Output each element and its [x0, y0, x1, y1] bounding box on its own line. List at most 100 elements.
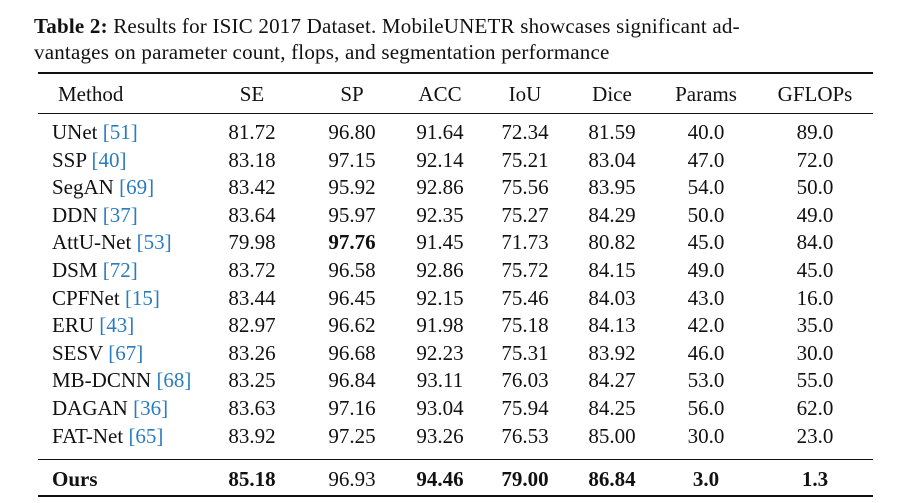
value-cell: 96.45: [328, 285, 376, 310]
value-cell: 84.25: [588, 396, 636, 420]
value-cell: 84.03: [588, 285, 636, 310]
value-cell: 85.18: [228, 467, 276, 491]
method-name: AttU-Net: [52, 230, 132, 255]
citation: [43]: [99, 313, 135, 338]
value-cell: 83.92: [228, 423, 276, 448]
value-cell: 82.97: [228, 313, 276, 338]
value-cell: 75.27: [501, 202, 549, 227]
value-cell: 79.98: [228, 230, 276, 255]
value-cell: 53.0: [687, 368, 725, 393]
bottom-rule: [38, 495, 873, 497]
method-name: SESV: [52, 340, 103, 365]
value-cell: 45.0: [796, 258, 834, 282]
value-cell: 75.72: [501, 258, 549, 282]
value-cell: 92.14: [416, 147, 464, 172]
value-cell: 91.64: [416, 120, 464, 144]
value-cell: 75.46: [501, 285, 549, 310]
value-cell: 16.0: [796, 285, 834, 310]
value-cell: 92.86: [416, 175, 464, 200]
mid-rule: [38, 113, 873, 114]
header-cell: GFLOPs: [777, 82, 853, 106]
method-name: UNet: [52, 120, 98, 144]
caption-text: Results for ISIC 2017 Dataset. MobileUNE…: [113, 14, 740, 38]
citation: [40]: [91, 147, 127, 172]
value-cell: 42.0: [687, 313, 725, 338]
value-cell: 3.0: [692, 467, 720, 491]
value-cell: 83.64: [228, 202, 276, 227]
caption-line: vantages on parameter count, flops, and …: [34, 40, 610, 64]
method-cell: UNet [51]: [52, 120, 138, 145]
header-cell: Method: [58, 82, 124, 106]
method-cell: MB-DCNN [68]: [52, 368, 191, 393]
value-cell: 84.27: [588, 368, 636, 393]
citation: [51]: [102, 120, 138, 144]
method-name: FAT-Net: [52, 423, 124, 448]
value-cell: 80.82: [588, 230, 636, 255]
value-cell: 49.0: [687, 258, 725, 282]
method-name: DAGAN: [52, 396, 128, 420]
value-cell: 96.80: [328, 120, 376, 144]
value-cell: 75.94: [501, 396, 549, 420]
header-cell: SP: [340, 82, 364, 106]
value-cell: 76.03: [501, 368, 549, 393]
method-cell: AttU-Net [53]: [52, 230, 172, 255]
method-cell: FAT-Net [65]: [52, 424, 163, 449]
value-cell: 83.04: [588, 147, 636, 172]
value-cell: 79.00: [501, 467, 549, 491]
value-cell: 84.13: [588, 313, 636, 338]
value-cell: 75.18: [501, 313, 549, 338]
header-cell: ACC: [418, 82, 462, 106]
value-cell: 45.0: [687, 230, 725, 255]
citation: [68]: [156, 368, 192, 393]
method-name: ERU: [52, 313, 94, 338]
value-cell: 97.15: [328, 147, 376, 172]
value-cell: 93.04: [416, 396, 464, 420]
value-cell: 49.0: [796, 202, 834, 227]
top-rule: [38, 72, 873, 74]
caption-label: Table 2:: [34, 14, 108, 38]
value-cell: 92.35: [416, 202, 464, 227]
header-cell: Params: [675, 82, 737, 106]
value-cell: 30.0: [796, 340, 834, 365]
value-cell: 92.23: [416, 340, 464, 365]
value-cell: 23.0: [796, 423, 834, 448]
value-cell: 97.76: [328, 230, 376, 255]
value-cell: 86.84: [588, 467, 636, 491]
value-cell: 54.0: [687, 175, 725, 200]
citation: [36]: [133, 396, 169, 420]
value-cell: 97.16: [328, 396, 376, 420]
value-cell: 83.72: [228, 258, 276, 282]
citation: [67]: [108, 340, 144, 365]
value-cell: 84.15: [588, 258, 636, 282]
value-cell: 95.92: [328, 175, 376, 200]
value-cell: 46.0: [687, 340, 725, 365]
value-cell: 96.58: [328, 258, 376, 282]
value-cell: 71.73: [501, 230, 549, 255]
value-cell: 83.44: [228, 285, 276, 310]
method-name: DSM: [52, 258, 98, 282]
method-cell: DSM [72]: [52, 258, 138, 283]
citation: [72]: [102, 258, 138, 282]
value-cell: 96.93: [328, 467, 376, 491]
value-cell: 94.46: [416, 467, 464, 491]
value-cell: 35.0: [796, 313, 834, 338]
value-cell: 75.31: [501, 340, 549, 365]
value-cell: 75.56: [501, 175, 549, 200]
method-cell: SegAN [69]: [52, 175, 154, 200]
value-cell: 1.3: [801, 467, 829, 491]
value-cell: 40.0: [687, 120, 725, 144]
mid-rule: [38, 459, 873, 460]
value-cell: 76.53: [501, 423, 549, 448]
value-cell: 30.0: [687, 423, 725, 448]
value-cell: 43.0: [687, 285, 725, 310]
value-cell: 81.72: [228, 120, 276, 144]
value-cell: 91.45: [416, 230, 464, 255]
method-cell: Ours: [52, 467, 98, 492]
method-cell: ERU [43]: [52, 313, 134, 338]
value-cell: 62.0: [796, 396, 834, 420]
value-cell: 72.34: [501, 120, 549, 144]
value-cell: 83.42: [228, 175, 276, 200]
value-cell: 96.68: [328, 340, 376, 365]
method-name: SSP: [52, 147, 87, 172]
